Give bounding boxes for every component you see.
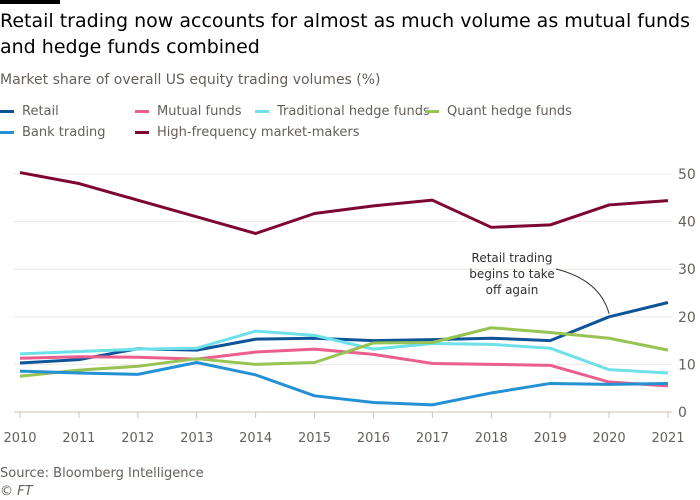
x-tick-label: 2020 bbox=[593, 431, 626, 446]
x-tick-label: 2012 bbox=[121, 431, 154, 446]
ft-credit: © FT bbox=[0, 484, 33, 499]
x-tick-label: 2021 bbox=[651, 431, 684, 446]
legend-label: Traditional hedge funds bbox=[277, 104, 430, 119]
legend-label: Bank trading bbox=[22, 125, 106, 140]
series-line-bank-trading bbox=[19, 360, 669, 407]
ft-top-bar bbox=[0, 0, 60, 4]
chart-title: Retail trading now accounts for almost a… bbox=[0, 10, 691, 58]
series-line-quant-hedge-funds bbox=[19, 326, 669, 378]
legend-swatch bbox=[0, 131, 14, 134]
legend-swatch bbox=[135, 110, 149, 113]
x-tick-label: 2019 bbox=[534, 431, 567, 446]
x-tick-label: 2017 bbox=[416, 431, 449, 446]
legend-label: Retail bbox=[22, 104, 59, 119]
legend-item: Bank trading bbox=[0, 125, 106, 140]
y-tick-label: 40 bbox=[678, 215, 696, 231]
x-tick-label: 2013 bbox=[180, 431, 213, 446]
y-tick-label: 10 bbox=[678, 357, 696, 373]
legend-item: Traditional hedge funds bbox=[255, 104, 430, 119]
x-tick-label: 2011 bbox=[62, 431, 95, 446]
x-tick-label: 2010 bbox=[3, 431, 36, 446]
annotation-arrow bbox=[555, 268, 610, 314]
legend-swatch bbox=[0, 110, 14, 113]
x-tick-label: 2015 bbox=[298, 431, 331, 446]
annotation-text: off again bbox=[486, 283, 539, 297]
legend-item: Quant hedge funds bbox=[425, 104, 572, 119]
y-tick-label: 20 bbox=[678, 310, 696, 326]
series-line-traditional-hedge-funds bbox=[19, 329, 669, 375]
x-tick-label: 2014 bbox=[239, 431, 272, 446]
legend-item: High-frequency market-makers bbox=[135, 125, 360, 140]
legend-label: Mutual funds bbox=[157, 104, 242, 119]
legend-label: Quant hedge funds bbox=[447, 104, 572, 119]
legend-label: High-frequency market-makers bbox=[157, 125, 360, 140]
x-tick-label: 2016 bbox=[357, 431, 390, 446]
annotation-text: begins to take bbox=[469, 267, 554, 281]
x-tick-label: 2018 bbox=[475, 431, 508, 446]
legend-swatch bbox=[425, 110, 439, 113]
series-line-high-frequency-market-makers bbox=[19, 171, 669, 235]
legend-item: Mutual funds bbox=[135, 104, 242, 119]
legend-swatch bbox=[255, 110, 269, 113]
y-tick-label: 50 bbox=[678, 167, 696, 183]
source-note: Source: Bloomberg Intelligence bbox=[0, 466, 204, 481]
y-tick-label: 30 bbox=[678, 262, 696, 278]
legend-item: Retail bbox=[0, 104, 59, 119]
legend-swatch bbox=[135, 131, 149, 134]
chart-subtitle: Market share of overall US equity tradin… bbox=[0, 72, 381, 88]
annotation-text: Retail trading bbox=[472, 251, 553, 265]
y-tick-label: 0 bbox=[678, 405, 687, 421]
